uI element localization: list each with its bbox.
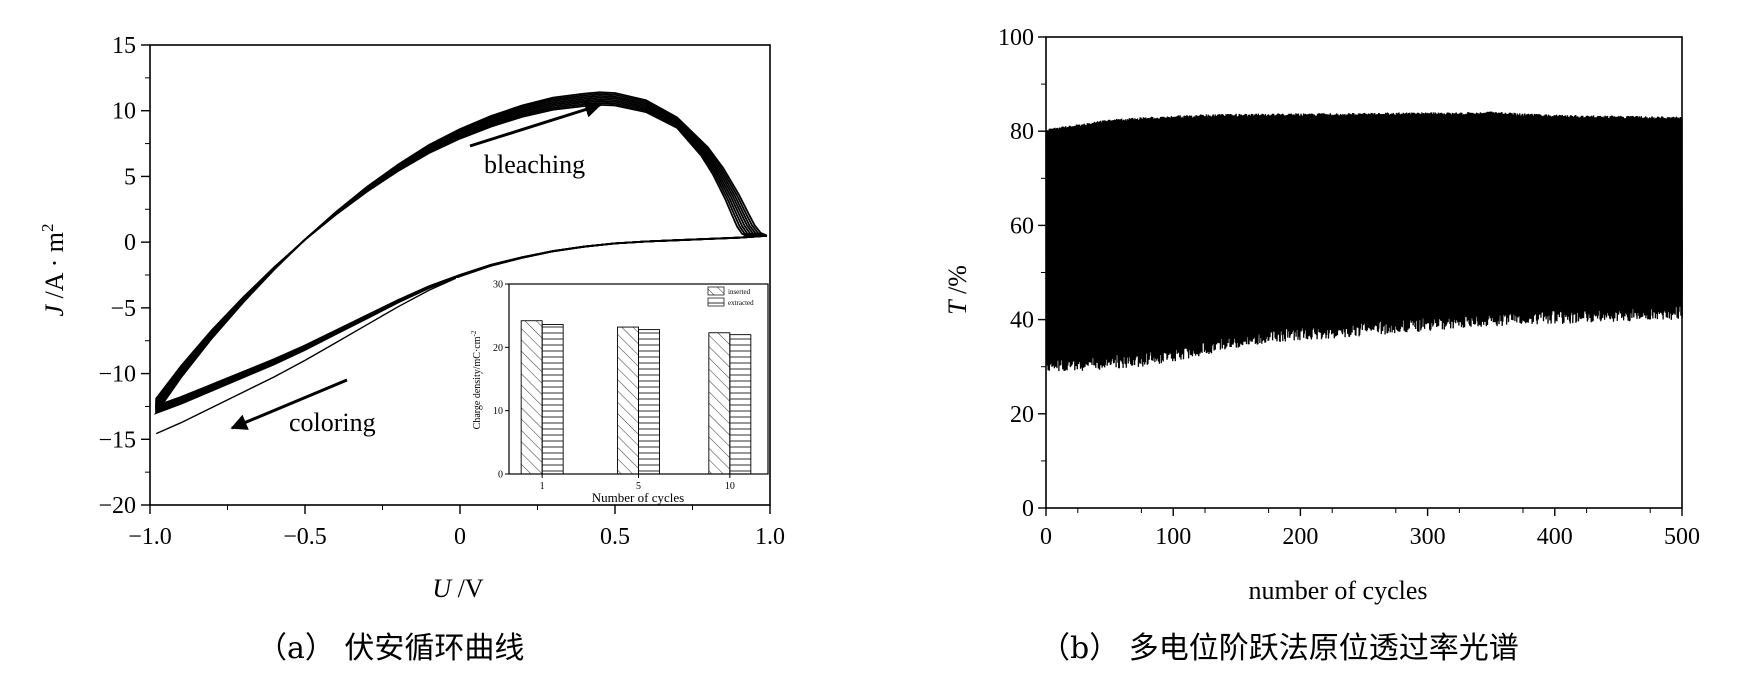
panel-a-xlabel: U /V: [432, 574, 484, 603]
inset-frame: [508, 283, 769, 475]
inset-xlabel: Number of cycles: [592, 490, 684, 505]
panel-a-cv-curves: [153, 91, 768, 435]
panel-a-xlabel-unit: /V: [451, 574, 484, 603]
inset-ytick-label: 20: [493, 343, 503, 354]
inset-ylabel-sup: -2: [470, 330, 478, 336]
inset-bar-extracted-5: [638, 329, 660, 475]
panel-b-frame: [1045, 36, 1683, 509]
inset-bar-extracted-1: [541, 324, 564, 475]
panel-a-ytick-label: −20: [98, 493, 136, 519]
panel-b-ytick-label: 40: [1010, 308, 1034, 334]
transmittance-line: [1045, 111, 1683, 372]
panel-b-xtick-label: 500: [1664, 524, 1700, 550]
annotation-bleaching: bleaching: [484, 150, 585, 179]
panel-a-ylabel-var: J: [40, 304, 69, 317]
inset-bar-inserted-1: [520, 320, 543, 475]
inset-legend-label-inserted: inserted: [728, 288, 751, 296]
inset-ytick-label: 0: [498, 470, 503, 481]
panel-a-ylabel: J /A · m2: [38, 224, 69, 317]
panel-b-ytick-label: 100: [998, 25, 1034, 51]
inset-xtick-label: 5: [636, 481, 641, 492]
panel-a-ytick-label: −10: [98, 362, 136, 388]
panel-b-ylabel: T /%: [943, 265, 972, 315]
panel-a-ytick-label: 0: [124, 230, 136, 256]
panel-a-xtick-label: −0.5: [283, 524, 327, 550]
panel-b-ytick-label: 60: [1010, 213, 1034, 239]
inset-bar-inserted-5: [617, 326, 639, 475]
panel-a-ytick-label: 5: [124, 164, 136, 190]
panel-b-xlabel: number of cycles: [1248, 576, 1427, 605]
panel-b-transmittance-trace: [1045, 111, 1683, 372]
panel-a-ytick-label: −5: [110, 296, 136, 322]
inset-bar-chart: 0 10 20 30 1 5 10 Number of cycles Charge dens…: [456, 278, 769, 505]
panel-b-xtick-label: 200: [1282, 524, 1318, 550]
panel-a-xlabel-var: U: [432, 574, 453, 603]
inset-legend-swatch-inserted: [707, 286, 725, 296]
panel-b-xtick-label: 400: [1537, 524, 1573, 550]
panel-b-xtick-label: 0: [1040, 524, 1052, 550]
panel-a-frame: [149, 44, 771, 506]
panel-a-xtick-label: −1.0: [128, 524, 172, 550]
inset-ytick-label: 30: [493, 280, 503, 291]
panel-b-xtick-label: 300: [1410, 524, 1446, 550]
inset-xtick-label: 1: [540, 481, 545, 492]
panel-b-caption: （b） 多电位阶跃法原位透过率光谱: [1040, 631, 1519, 666]
panel-b-ytick-label: 80: [1010, 119, 1034, 145]
cv-first-cycle-cathodic: [155, 234, 767, 435]
inset-legend-label-extracted: extracted: [728, 299, 754, 307]
inset-bar-extracted-10: [729, 334, 752, 475]
panel-b: 0 100 200 300 400 500 0 20 40 60 80 100 number of c…: [943, 25, 1700, 666]
inset-legend-swatch-extracted: [707, 297, 725, 307]
bleaching-arrow: [469, 101, 602, 148]
inset-content: 0 10 20 30 1 5 10: [493, 280, 752, 492]
panel-b-xtick-label: 100: [1155, 524, 1191, 550]
panel-a-xtick-label: 0: [454, 524, 466, 550]
panel-a-ylabel-sup: 2: [38, 224, 57, 233]
panel-b-ylabel-var: T: [943, 299, 972, 315]
cv-cycle-8: [155, 103, 767, 408]
panel-a-caption: （a） 伏安循环曲线: [257, 631, 524, 666]
inset-ytick-label: 10: [493, 406, 503, 417]
annotation-coloring: coloring: [289, 408, 376, 437]
inset-bar-inserted-10: [708, 332, 731, 475]
inset-xtick-label: 10: [725, 481, 735, 492]
panel-a-ytick-label: 15: [112, 33, 136, 59]
panel-b-ytick-label: 0: [1022, 496, 1034, 522]
panel-b-ylabel-unit: /%: [943, 265, 972, 300]
coloring-arrow: [230, 378, 348, 430]
panel-a-ytick-label: 10: [112, 99, 136, 125]
panel-b-ticks: 0 100 200 300 400 500 0 20 40 60 80 100: [998, 25, 1700, 550]
panel-a-xtick-label: 0.5: [600, 524, 630, 550]
inset-ylabel-text: Charge density/mC·cm: [472, 336, 483, 429]
inset-ylabel: Charge density/mC·cm-2: [470, 330, 483, 429]
panel-a-ylabel-unit: /A · m: [40, 232, 69, 305]
panel-b-ytick-label: 20: [1010, 402, 1034, 428]
panel-a-xtick-label: 1.0: [755, 524, 785, 550]
panel-a-ytick-label: −15: [98, 427, 136, 453]
